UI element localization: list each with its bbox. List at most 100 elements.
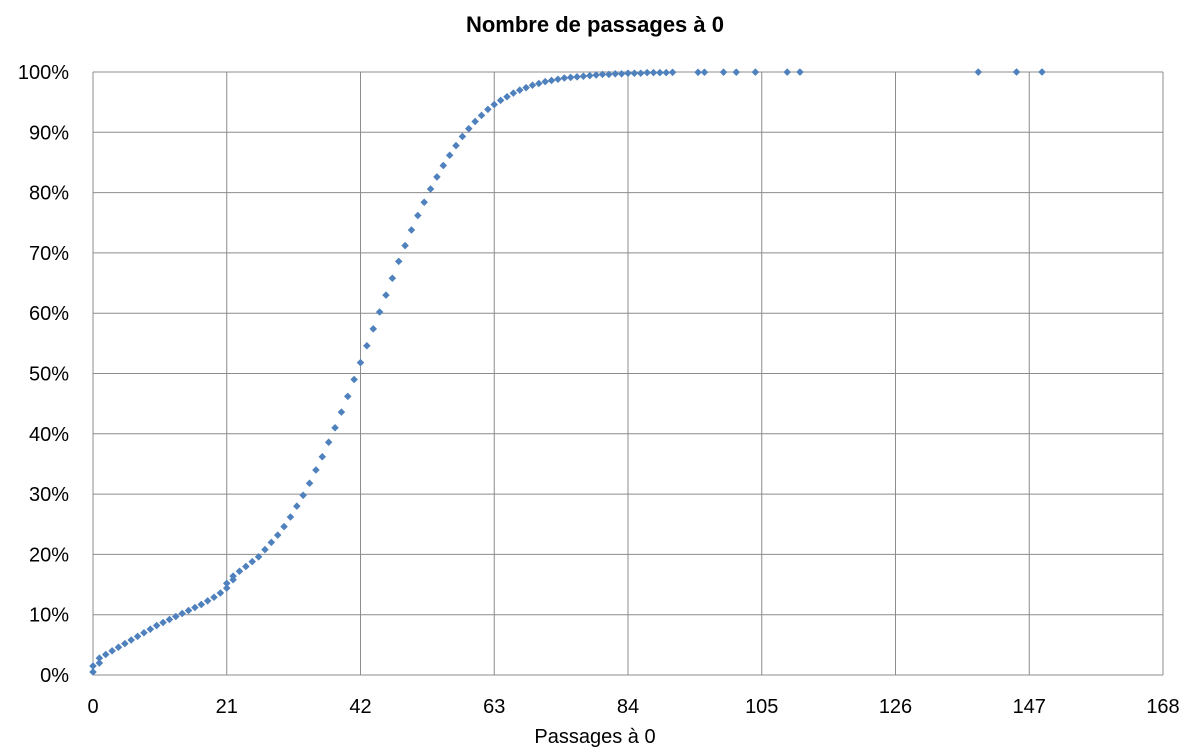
data-point xyxy=(484,105,492,114)
data-point xyxy=(433,173,441,181)
data-point xyxy=(611,70,620,78)
data-point xyxy=(159,618,167,627)
x-tick-label: 168 xyxy=(1146,696,1179,718)
data-point xyxy=(178,609,186,618)
data-point xyxy=(280,522,288,531)
data-point xyxy=(598,70,607,79)
data-point xyxy=(210,593,218,601)
data-point xyxy=(592,71,600,79)
data-point xyxy=(203,597,212,605)
data-point xyxy=(305,479,314,488)
data-point xyxy=(573,73,581,81)
y-tick-label: 60% xyxy=(29,303,69,325)
data-point xyxy=(694,68,702,77)
x-tick-label: 21 xyxy=(216,696,238,718)
chart-title: Nombre de passages à 0 xyxy=(465,12,724,37)
data-point xyxy=(471,117,479,126)
data-point xyxy=(235,567,244,576)
data-point xyxy=(127,636,135,644)
x-tick-label: 126 xyxy=(879,696,912,718)
data-point xyxy=(445,151,454,159)
data-point xyxy=(191,603,199,612)
data-point xyxy=(273,531,282,539)
y-tick-label: 30% xyxy=(29,484,69,506)
data-point xyxy=(1038,68,1046,76)
data-point xyxy=(401,241,409,250)
y-tick-label: 40% xyxy=(29,424,69,446)
data-point xyxy=(662,68,670,77)
data-point xyxy=(643,68,651,77)
data-point xyxy=(375,308,384,316)
data-point xyxy=(783,68,791,76)
data-point xyxy=(363,341,371,350)
data-point xyxy=(254,553,263,561)
data-point xyxy=(216,589,225,597)
y-tick-label: 100% xyxy=(18,62,69,84)
x-tick-label: 0 xyxy=(87,696,98,718)
data-point xyxy=(414,211,422,220)
tick-layer: 0% 10% 20% 30% 40% 50% 60% 70% 80% 90% 100% 0 21 42 63… xyxy=(18,62,1180,718)
data-point xyxy=(343,392,352,401)
y-tick-label: 90% xyxy=(29,122,69,144)
data-point xyxy=(152,621,161,630)
data-point xyxy=(394,257,403,266)
data-point xyxy=(267,538,276,547)
data-point xyxy=(700,68,709,77)
data-point xyxy=(197,600,206,609)
data-point xyxy=(496,96,505,105)
data-point xyxy=(114,643,123,652)
data-point xyxy=(624,69,632,77)
data-point xyxy=(146,625,155,633)
data-point xyxy=(452,141,460,150)
data-point xyxy=(261,545,269,554)
data-point xyxy=(89,668,97,676)
data-point xyxy=(382,291,390,299)
data-point xyxy=(165,615,174,624)
x-tick-label: 63 xyxy=(483,696,505,718)
data-point xyxy=(509,89,518,97)
point-layer xyxy=(89,68,1046,676)
y-tick-label: 70% xyxy=(29,243,69,265)
data-point xyxy=(331,424,339,432)
y-tick-label: 20% xyxy=(29,544,69,566)
y-tick-label: 0% xyxy=(40,665,69,687)
data-point xyxy=(522,83,530,92)
data-point xyxy=(324,438,333,447)
data-point xyxy=(229,572,237,580)
data-point xyxy=(649,68,658,77)
data-point xyxy=(796,68,804,76)
data-point xyxy=(1012,68,1021,76)
x-tick-label: 84 xyxy=(617,696,639,718)
data-point xyxy=(426,185,435,193)
data-point xyxy=(337,408,346,416)
data-point xyxy=(617,70,626,78)
y-tick-label: 50% xyxy=(29,364,69,386)
data-point xyxy=(222,579,231,588)
data-point xyxy=(528,81,537,90)
data-point xyxy=(184,606,193,615)
data-point xyxy=(95,659,104,667)
data-point xyxy=(503,92,511,101)
data-point xyxy=(312,466,320,474)
data-point xyxy=(719,68,728,76)
data-point xyxy=(439,161,448,170)
data-point xyxy=(636,69,645,77)
data-point xyxy=(172,612,180,621)
data-point xyxy=(95,654,104,662)
data-point xyxy=(477,111,486,120)
data-point xyxy=(535,79,543,88)
x-axis-label: Passages à 0 xyxy=(534,726,656,748)
data-point xyxy=(465,124,473,133)
data-point xyxy=(732,68,741,76)
data-point xyxy=(222,584,231,592)
y-tick-label: 80% xyxy=(29,183,69,205)
data-point xyxy=(974,68,983,76)
data-point xyxy=(458,132,467,141)
data-point xyxy=(420,198,428,207)
x-tick-label: 105 xyxy=(745,696,778,718)
data-point xyxy=(490,100,499,109)
data-point xyxy=(547,76,556,85)
data-point xyxy=(242,562,250,571)
data-point xyxy=(286,513,295,521)
